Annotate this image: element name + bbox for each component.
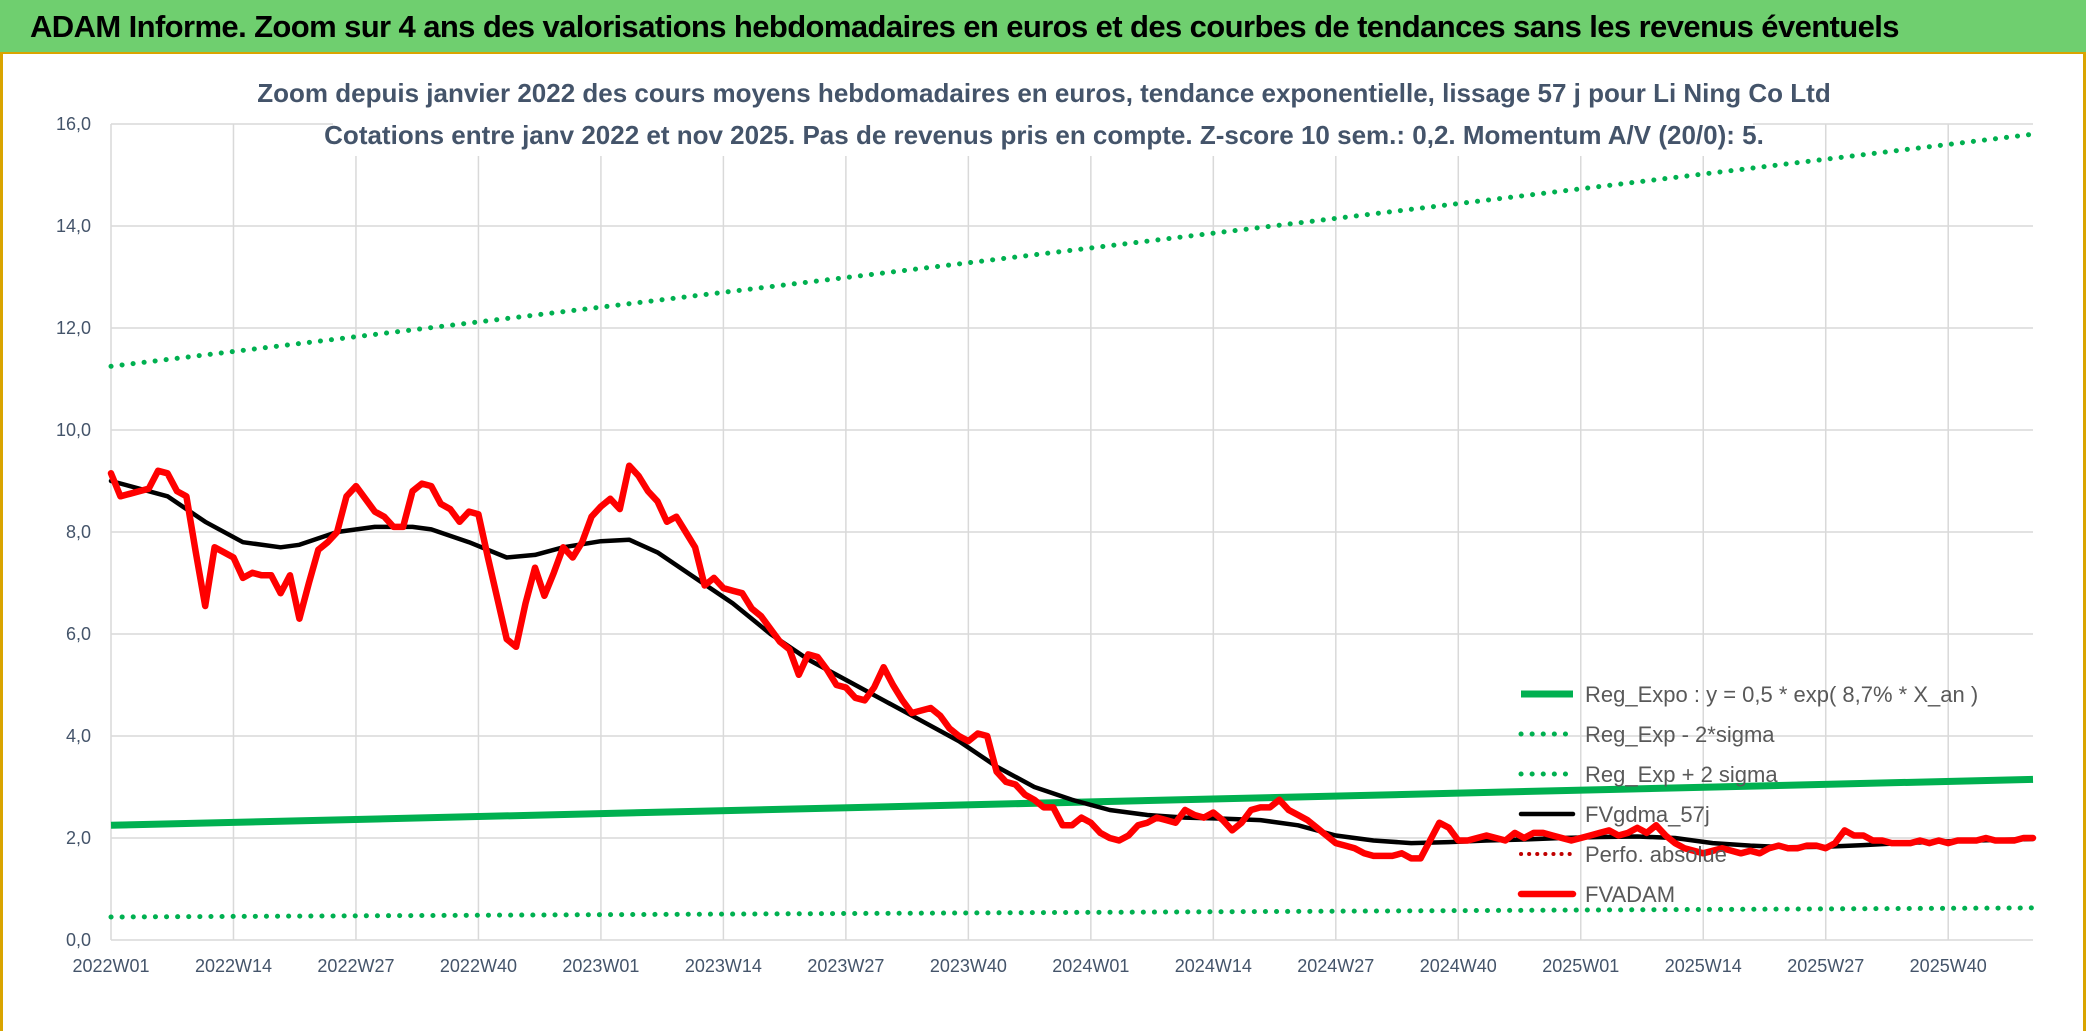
x-tick-label: 2022W01 [72,956,149,976]
y-tick-label: 6,0 [66,624,91,644]
y-tick-label: 10,0 [56,420,91,440]
x-tick-label: 2022W40 [440,956,517,976]
x-tick-label: 2023W14 [685,956,762,976]
series-line-1 [108,905,2036,920]
y-tick-label: 4,0 [66,726,91,746]
legend-label-3: FVgdma_57j [1585,802,1710,827]
x-tick-label: 2024W40 [1420,956,1497,976]
subtitle-line-2: Cotations entre janv 2022 et nov 2025. P… [324,120,1764,150]
x-tick-label: 2025W40 [1910,956,1987,976]
legend-label-0: Reg_Expo : y = 0,5 * exp( 8,7% * X_an ) [1585,682,1978,707]
series-line-0 [110,775,2034,829]
legend-label-5: FVADAM [1585,882,1675,907]
x-tick-label: 2024W27 [1297,956,1374,976]
line-chart: 0,02,04,06,08,010,012,014,016,0 2022W01 2… [56,76,2037,976]
series-line-3 [108,478,2036,850]
y-tick-label: 14,0 [56,216,91,236]
x-tick-label: 2022W14 [195,956,272,976]
series-line-2 [108,131,2036,369]
y-tick-label: 2,0 [66,828,91,848]
x-axis-ticks: 2022W01 2022W14 2022W27 2022W40 2023W01 2023W… [72,956,1986,976]
legend-label-4: Perfo. absolue [1585,842,1727,867]
x-tick-label: 2025W14 [1665,956,1742,976]
legend-label-2: Reg_Exp + 2 sigma [1585,762,1778,787]
x-tick-label: 2024W14 [1175,956,1252,976]
x-tick-label: 2023W27 [807,956,884,976]
y-tick-label: 16,0 [56,114,91,134]
chart-subtitle: Zoom depuis janvier 2022 des cours moyen… [257,76,1831,156]
series-line-5 [107,462,2037,862]
y-axis-ticks: 0,0 2,0 4,0 6,0 8,0 10,0 12,0 14,0 16,0 [56,114,91,950]
x-tick-label: 2025W01 [1542,956,1619,976]
chart-gridlines [110,123,2033,941]
subtitle-line-1: Zoom depuis janvier 2022 des cours moyen… [257,78,1830,108]
x-tick-label: 2023W01 [562,956,639,976]
y-tick-label: 8,0 [66,522,91,542]
x-tick-label: 2023W40 [930,956,1007,976]
y-tick-label: 0,0 [66,930,91,950]
x-tick-label: 2024W01 [1052,956,1129,976]
legend-label-1: Reg_Exp - 2*sigma [1585,722,1775,747]
report-title: ADAM Informe. Zoom sur 4 ans des valoris… [30,9,1900,44]
x-tick-label: 2025W27 [1787,956,1864,976]
report-header: ADAM Informe. Zoom sur 4 ans des valoris… [0,0,2086,54]
chart-legend: Reg_Expo : y = 0,5 * exp( 8,7% * X_an ) R… [1517,682,1978,907]
y-tick-label: 12,0 [56,318,91,338]
subtitle-background [333,76,1753,156]
x-tick-label: 2022W27 [317,956,394,976]
chart-frame: 0,0 2,0 4,0 6,0 8,0 10,0 12,0 14,0 16,0 2022W01 2… [0,54,2086,1031]
series-layer [107,131,2037,920]
